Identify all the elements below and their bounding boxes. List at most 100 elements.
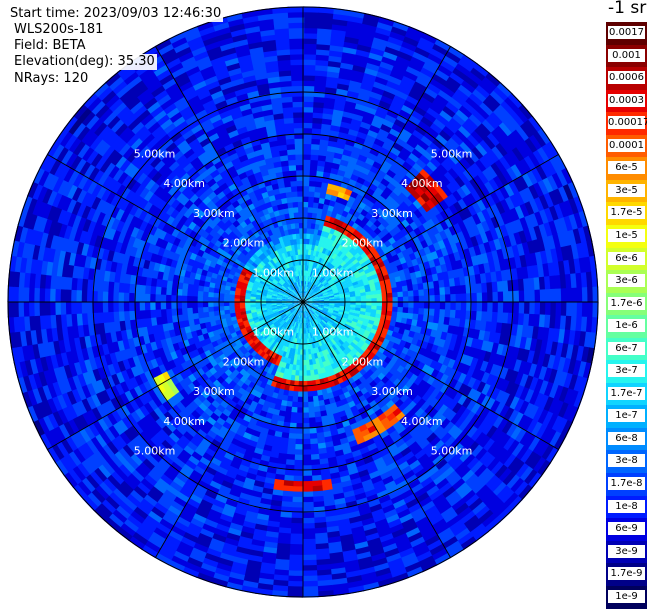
- heatmap-cell: [239, 305, 245, 309]
- heatmap-cell: [392, 302, 398, 307]
- heatmap-cell: [302, 481, 312, 487]
- heatmap-cell: [288, 554, 303, 560]
- heatmap-cell: [303, 170, 311, 176]
- heatmap-cell: [429, 295, 435, 303]
- heatmap-cell: [299, 365, 303, 371]
- heatmap-cell: [302, 455, 311, 461]
- heatmap-cell: [445, 294, 451, 302]
- heatmap-cell: [303, 38, 318, 44]
- heatmap-cell: [429, 302, 435, 310]
- heatmap-cell: [245, 305, 251, 309]
- heatmap-cell: [302, 502, 314, 508]
- heatmap-cell: [387, 293, 393, 298]
- heatmap-cell: [545, 289, 551, 303]
- heatmap-cell: [303, 49, 317, 55]
- heatmap-cell: [302, 412, 309, 418]
- heatmap-cell: [456, 302, 462, 311]
- heatmap-cell: [303, 233, 307, 239]
- heatmap-cell: [302, 533, 315, 539]
- heatmap-cell: [561, 302, 567, 317]
- heatmap-cell: [492, 292, 498, 303]
- heatmap-cell: [303, 27, 319, 33]
- heatmap-cell: [461, 293, 467, 302]
- heatmap-cell: [571, 288, 577, 304]
- heatmap-cell: [534, 290, 540, 303]
- heatmap-cell: [303, 43, 318, 49]
- heatmap-cell: [208, 306, 214, 312]
- heatmap-cell: [582, 302, 588, 318]
- heatmap-cell: [303, 75, 316, 81]
- heatmap-cell: [387, 302, 393, 307]
- heatmap-cell: [223, 306, 229, 311]
- heatmap-cell: [302, 555, 317, 561]
- heatmap-cell: [302, 476, 312, 482]
- heatmap-cell: [577, 287, 583, 303]
- heatmap-cell: [303, 106, 314, 112]
- heatmap-cell: [294, 449, 303, 455]
- heatmap-cell: [587, 287, 593, 303]
- heatmap-cell: [550, 302, 556, 316]
- heatmap-cell: [229, 305, 235, 309]
- heatmap-cell: [302, 560, 317, 566]
- heatmap-cell: [303, 101, 314, 107]
- heatmap-cell: [303, 122, 313, 128]
- heatmap-cell: [477, 293, 483, 303]
- heatmap-cell: [292, 497, 303, 503]
- heatmap-cell: [303, 143, 312, 149]
- heatmap-cell: [297, 397, 303, 403]
- heatmap-cell: [302, 497, 313, 503]
- heatmap-cell: [299, 370, 303, 376]
- heatmap-cell: [306, 360, 310, 366]
- heatmap-cell: [513, 291, 519, 303]
- heatmap-cell: [566, 302, 572, 317]
- heatmap-cell: [371, 294, 377, 298]
- heatmap-cell: [366, 302, 372, 306]
- heatmap-cell: [550, 289, 556, 303]
- heatmap-cell: [302, 449, 311, 455]
- heatmap-cell: [519, 290, 525, 303]
- heatmap-cell: [303, 186, 310, 192]
- heatmap-cell: [302, 428, 310, 434]
- heatmap-cell: [298, 376, 303, 382]
- heatmap-cell: [456, 294, 462, 303]
- heatmap-cell: [302, 565, 317, 571]
- heatmap-cell: [498, 302, 504, 313]
- heatmap-cell: [413, 296, 419, 303]
- heatmap-cell: [376, 294, 382, 299]
- heatmap-cell: [287, 570, 303, 576]
- heatmap-cell: [303, 191, 309, 197]
- heatmap-cell: [302, 544, 316, 550]
- heatmap-cell: [292, 486, 303, 492]
- heatmap-cell: [545, 302, 551, 316]
- heatmap-cell: [377, 302, 383, 307]
- heatmap-cell: [303, 159, 311, 165]
- heatmap-cell: [302, 586, 318, 592]
- heatmap-cell: [289, 549, 303, 555]
- heatmap-cell: [571, 302, 577, 318]
- heatmap-cell: [440, 295, 446, 303]
- heatmap-cell: [303, 222, 308, 228]
- heatmap-cell: [296, 418, 303, 424]
- heatmap-cell: [587, 302, 593, 318]
- heatmap-cell: [297, 407, 303, 413]
- heatmap-cell: [303, 12, 319, 18]
- heatmap-cell: [355, 296, 361, 300]
- heatmap-cell: [303, 407, 309, 413]
- heatmap-cell: [555, 302, 561, 317]
- heatmap-cell: [419, 296, 425, 303]
- heatmap-cell: [524, 302, 530, 315]
- heatmap-cell: [306, 370, 310, 376]
- heatmap-cell: [306, 354, 310, 360]
- heatmap-cell: [303, 154, 311, 160]
- heatmap-cell: [303, 64, 316, 70]
- heatmap-cell: [477, 302, 483, 312]
- heatmap-cell: [303, 212, 308, 218]
- heatmap-cell: [302, 439, 310, 445]
- heatmap-cell: [303, 196, 309, 202]
- heatmap-cell: [302, 512, 314, 518]
- heatmap-cell: [295, 433, 303, 439]
- heatmap-cell: [471, 302, 477, 312]
- heatmap-cell: [302, 470, 312, 476]
- heatmap-cell: [298, 386, 303, 392]
- heatmap-cell: [366, 295, 372, 299]
